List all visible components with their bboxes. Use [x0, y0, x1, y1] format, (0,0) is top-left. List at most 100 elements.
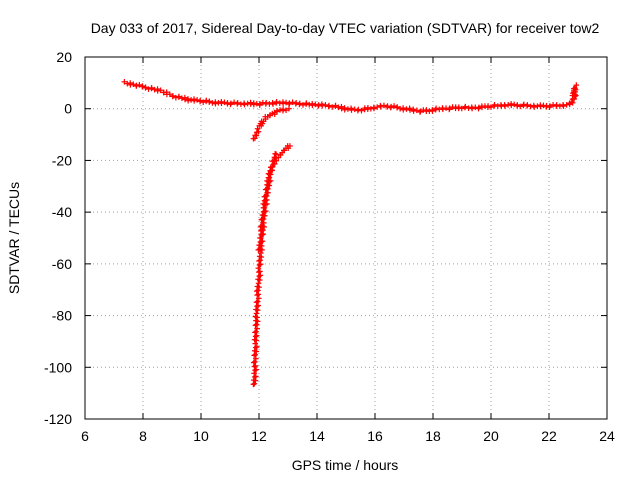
data-point-main — [560, 103, 567, 109]
data-point-main — [570, 90, 576, 96]
data-point-main — [176, 93, 182, 100]
data-point-dip-arc-1 — [252, 322, 259, 329]
data-point-main — [423, 107, 430, 113]
data-point-main — [309, 102, 316, 109]
data-point-dip-arc-2 — [269, 167, 275, 173]
data-point-main — [218, 100, 225, 107]
data-point-dip-arc-1 — [257, 268, 263, 275]
data-point-main — [130, 81, 137, 88]
grid — [85, 57, 607, 419]
x-tick-label: 24 — [599, 428, 615, 444]
data-point-main — [206, 98, 213, 105]
data-point-dip-arc-1 — [252, 333, 259, 340]
data-point-dip-arc-2 — [257, 224, 264, 230]
data-point-main — [417, 108, 424, 115]
data-point-dip-arc-2 — [262, 208, 268, 214]
data-point-main — [185, 97, 191, 104]
data-point-recovery-arc — [254, 125, 261, 132]
y-tick-label: 0 — [64, 101, 72, 117]
data-point-main — [508, 102, 515, 109]
x-tick-label: 8 — [139, 428, 147, 444]
data-point-main — [154, 88, 161, 94]
data-point-dip-arc-1 — [251, 347, 258, 354]
data-point-dip-arc-2 — [287, 143, 293, 149]
data-point-main — [173, 94, 179, 101]
data-point-dip-arc-2 — [265, 170, 272, 177]
data-point-dip-arc-1 — [251, 336, 258, 343]
data-point-main — [319, 102, 326, 109]
data-point-dip-arc-1 — [251, 370, 257, 377]
data-point-dip-arc-2 — [264, 178, 270, 184]
data-point-main — [228, 100, 234, 107]
data-point-main — [462, 103, 469, 110]
data-point-main — [553, 102, 560, 108]
y-tick-label: -20 — [52, 152, 72, 168]
data-point-main — [341, 106, 348, 113]
data-point-main — [365, 104, 371, 111]
data-point-main — [531, 104, 538, 110]
data-point-main — [345, 106, 351, 112]
data-point-main — [142, 84, 149, 91]
data-point-main — [414, 107, 420, 114]
data-point-main — [573, 82, 580, 88]
data-point-main — [397, 105, 403, 112]
data-point-dip-arc-1 — [250, 377, 257, 383]
data-point-main — [191, 97, 197, 104]
data-point-main — [355, 106, 362, 113]
data-point-main — [124, 80, 131, 87]
data-point-dip-arc-1 — [252, 359, 258, 365]
data-point-dip-arc-1 — [252, 313, 259, 320]
y-tick-label: -80 — [52, 308, 72, 324]
data-point-main — [157, 87, 164, 94]
data-point-dip-arc-1 — [253, 299, 260, 306]
data-point-main — [491, 102, 498, 108]
data-point-main — [136, 82, 143, 88]
data-point-dip-arc-2 — [257, 235, 263, 241]
data-point-dip-arc-1 — [254, 343, 260, 350]
data-point-main — [440, 106, 446, 113]
data-point-dip-arc-1 — [253, 328, 259, 335]
data-point-main — [139, 83, 146, 89]
data-point-dip-arc-1 — [256, 253, 263, 260]
data-point-main — [200, 99, 206, 105]
data-point-dip-arc-2 — [258, 238, 265, 245]
data-point-main — [394, 104, 400, 110]
data-point-main — [547, 103, 553, 109]
chart-title: Day 033 of 2017, Sidereal Day-to-day VTE… — [91, 20, 600, 36]
data-point-main — [273, 99, 280, 105]
data-point-main — [377, 104, 384, 110]
data-point-dip-arc-1 — [253, 332, 260, 339]
data-point-main — [485, 103, 491, 109]
data-point-main — [315, 102, 322, 108]
data-point-recovery-arc — [283, 107, 289, 113]
x-tick-label: 18 — [425, 428, 441, 444]
data-point-recovery-arc — [280, 106, 286, 113]
data-point-main — [257, 101, 263, 107]
data-point-main — [326, 102, 332, 109]
data-point-main — [151, 86, 158, 93]
data-point-main — [514, 102, 521, 108]
data-point-recovery-arc — [286, 105, 292, 112]
data-point-dip-arc-1 — [254, 283, 261, 290]
data-point-main — [329, 104, 336, 110]
data-point-main — [517, 103, 524, 110]
data-point-recovery-arc — [277, 107, 283, 113]
x-axis-label: GPS time / hours — [292, 457, 399, 473]
data-point-dip-arc-2 — [260, 201, 267, 207]
data-point-dip-arc-1 — [251, 352, 257, 359]
data-point-main — [194, 97, 200, 103]
data-point-main — [469, 105, 475, 112]
data-point-main — [167, 91, 173, 98]
data-point-main — [524, 102, 531, 108]
data-point-recovery-arc — [252, 132, 258, 139]
data-point-main — [241, 101, 248, 108]
data-point-main — [458, 105, 465, 112]
y-tick-label: -40 — [52, 204, 72, 220]
data-point-main — [212, 100, 219, 107]
data-point-dip-arc-1 — [252, 329, 258, 336]
data-point-main — [188, 97, 194, 103]
data-point-dip-arc-1 — [254, 298, 261, 305]
data-point-main — [358, 107, 365, 114]
data-point-main — [446, 105, 453, 111]
